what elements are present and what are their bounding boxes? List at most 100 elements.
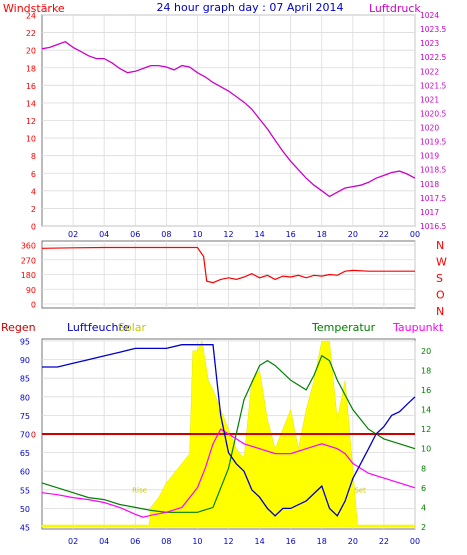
time-tick: 06	[130, 230, 140, 239]
temperature-line	[41, 354, 416, 513]
top-panel-grid	[42, 14, 416, 227]
time-tick: 20	[348, 230, 358, 239]
humidity-tick: 90	[20, 356, 30, 365]
pressure-tick: 1023.5	[420, 25, 446, 34]
wind-strength-tick: 10	[26, 135, 36, 144]
time-tick: 06	[130, 537, 140, 546]
pressure-tick: 1018.5	[420, 166, 446, 175]
time-tick: 14	[254, 230, 264, 239]
temperature-tick: 8	[421, 464, 426, 473]
time-tick: 14	[254, 537, 264, 546]
top-panel-series	[41, 40, 416, 198]
direction-tick: 90	[26, 286, 36, 295]
time-tick: 12	[223, 537, 233, 546]
wind-strength-tick: 6	[31, 170, 36, 179]
wind-strength-tick: 8	[31, 152, 36, 161]
humidity-tick: 60	[20, 468, 30, 477]
temperature-tick: 10	[421, 445, 431, 454]
bottom-panel-ticks: 4550556065707580859095246810121416182002…	[20, 338, 431, 547]
humidity-tick: 45	[20, 524, 30, 533]
time-tick: 16	[286, 537, 296, 546]
middle-panel-series	[41, 246, 415, 284]
graph-title: 24 hour graph day : 07 April 2014	[157, 1, 344, 14]
time-tick: 22	[379, 230, 389, 239]
temperature-tick: 16	[421, 386, 431, 395]
time-tick: 10	[192, 537, 202, 546]
humidity-label: Luftfeuchte	[67, 321, 130, 334]
pressure-tick: 1020.5	[420, 109, 446, 118]
direction-letter: N	[436, 305, 444, 318]
wind-strength-tick: 2	[31, 205, 36, 214]
sunrise-label: Rise	[132, 487, 147, 495]
time-tick: 18	[317, 230, 327, 239]
pressure-tick: 1018	[420, 180, 439, 189]
direction-tick: 180	[21, 271, 36, 280]
pressure-tick: 1021	[420, 95, 439, 104]
temperature-tick: 14	[421, 406, 431, 415]
humidity-tick: 95	[20, 338, 30, 347]
air-pressure-label: Luftdruck	[369, 2, 421, 15]
pressure-tick: 1017	[420, 208, 439, 217]
humidity-tick: 65	[20, 449, 30, 458]
temperature-tick: 20	[421, 347, 431, 356]
rain-value: 0	[31, 431, 36, 440]
pressure-tick: 1022.5	[420, 53, 446, 62]
pressure-tick: 1021.5	[420, 81, 446, 90]
temperature-label: Temperatur	[311, 321, 376, 334]
humidity-tick: 50	[20, 505, 30, 514]
middle-panel-grid	[42, 241, 416, 308]
pressure-tick: 1019.5	[420, 138, 446, 147]
time-tick: 10	[192, 230, 202, 239]
wind-strength-tick: 22	[26, 29, 36, 38]
time-tick: 04	[99, 537, 109, 546]
temperature-tick: 4	[421, 503, 426, 512]
time-tick: 08	[161, 537, 171, 546]
time-tick: 08	[161, 230, 171, 239]
direction-tick: 0	[31, 301, 36, 310]
time-tick: 04	[99, 230, 109, 239]
time-tick: 00	[410, 537, 420, 546]
temperature-tick: 2	[421, 523, 426, 532]
sunset-label: Set	[354, 487, 366, 495]
pressure-tick: 1016.5	[420, 222, 446, 231]
wind-strength-label: Windstärke	[3, 2, 65, 15]
pressure-tick: 1020	[420, 124, 439, 133]
temperature-tick: 6	[421, 484, 426, 493]
time-tick: 12	[223, 230, 233, 239]
wind-strength-tick: 0	[31, 223, 36, 232]
bottom-panel-series: Rise Set	[41, 340, 416, 528]
top-panel-ticks: 0246810121416182022241016.510171017.5101…	[26, 11, 447, 239]
wind-direction-line	[41, 246, 415, 284]
time-tick: 02	[68, 230, 78, 239]
humidity-line	[42, 344, 416, 517]
solar-label: Solar	[118, 321, 147, 334]
humidity-tick: 85	[20, 375, 30, 384]
pressure-tick: 1023	[420, 39, 439, 48]
direction-tick: 270	[21, 256, 36, 265]
pressure-tick: 1019	[420, 152, 439, 161]
humidity-tick: 70	[20, 431, 30, 440]
pressure-tick: 1022	[420, 67, 439, 76]
wind-strength-tick: 16	[26, 82, 36, 91]
time-tick: 18	[317, 537, 327, 546]
time-tick: 02	[68, 537, 78, 546]
time-tick: 00	[410, 230, 420, 239]
temperature-tick: 18	[421, 366, 431, 375]
dewpoint-label: Taupunkt	[392, 321, 444, 334]
wind-strength-tick: 14	[26, 99, 36, 108]
wind-strength-tick: 20	[26, 47, 36, 56]
middle-panel-ticks: 0 90 180 270 360	[21, 242, 36, 310]
direction-letter: S	[436, 272, 443, 285]
rain-label: Regen	[1, 321, 36, 334]
direction-letter: W	[436, 256, 447, 269]
temperature-tick: 12	[421, 425, 431, 434]
humidity-tick: 75	[20, 412, 30, 421]
pressure-tick: 1024	[420, 11, 439, 20]
time-tick: 22	[379, 537, 389, 546]
humidity-tick: 80	[20, 393, 30, 402]
wind-strength-tick: 12	[26, 117, 36, 126]
humidity-tick: 55	[20, 486, 30, 495]
pressure-tick: 1017.5	[420, 194, 446, 203]
